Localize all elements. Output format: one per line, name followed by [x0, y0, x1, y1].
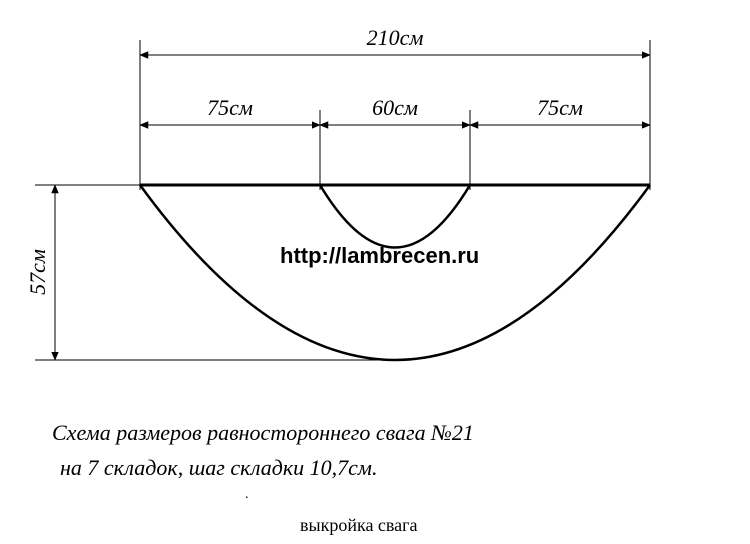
bottom-label: выкройка свага	[300, 515, 418, 536]
dim-total-label: 210см	[367, 25, 424, 50]
stray-mark: .	[245, 487, 249, 503]
dim-seg-left-label: 75см	[207, 95, 253, 120]
dim-seg-right-label: 75см	[537, 95, 583, 120]
inner-arc	[320, 185, 470, 248]
caption-line-2: на 7 складок, шаг складки 10,7см.	[60, 455, 377, 481]
outer-arc	[140, 185, 650, 360]
dim-seg-mid-label: 60см	[372, 95, 418, 120]
watermark-url: http://lambrecen.ru	[280, 243, 479, 269]
caption-line-1: Схема размеров равностороннего свага №21	[52, 420, 474, 446]
dim-height-label: 57см	[25, 249, 50, 295]
